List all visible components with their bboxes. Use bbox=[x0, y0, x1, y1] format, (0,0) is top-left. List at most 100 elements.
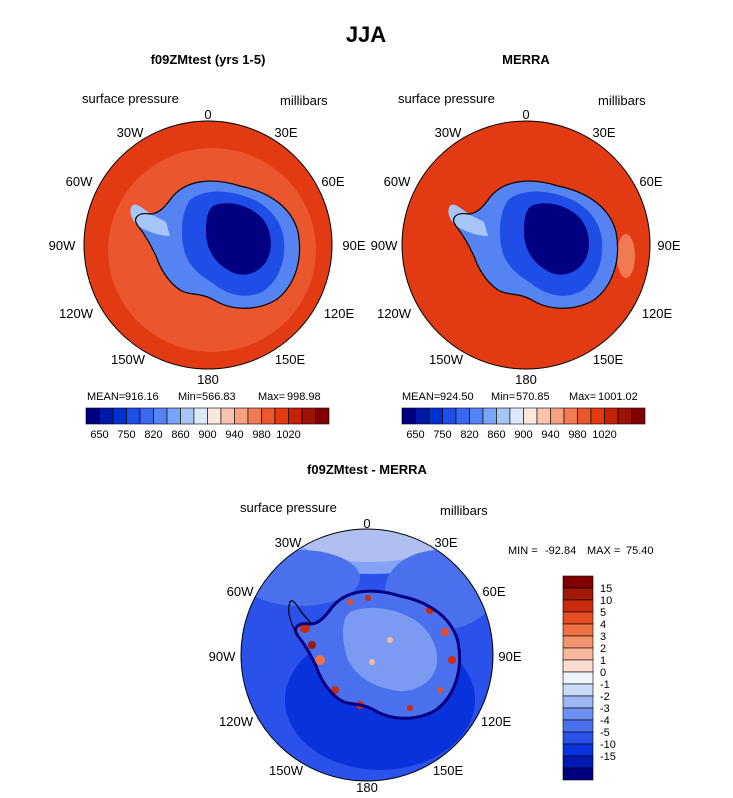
panel-diff: f09ZMtest - MERRA surface pressure milli… bbox=[209, 462, 654, 795]
min-label: Min= bbox=[178, 391, 202, 403]
antarctica-interior bbox=[343, 607, 438, 692]
colorbar-tick-label: 15 bbox=[600, 583, 612, 595]
lon-label-30e: 30E bbox=[592, 125, 615, 140]
lon-label-120e: 120E bbox=[642, 306, 673, 321]
peninsula bbox=[130, 204, 170, 236]
map-boundary bbox=[401, 120, 651, 370]
panel-title: f09ZMtest (yrs 1-5) bbox=[151, 52, 266, 67]
lon-label-30e: 30E bbox=[274, 125, 297, 140]
colorbar-tick-label: 1 bbox=[600, 655, 606, 667]
colorbar-tick-label: 1020 bbox=[592, 429, 616, 441]
lon-label-120w: 120W bbox=[219, 714, 254, 729]
antarctica-core bbox=[206, 203, 271, 275]
longitude-labels: 0 30E 60E 90E 120E 150E 180 150W 120W 90… bbox=[49, 107, 366, 387]
colorbar-tick-label: -5 bbox=[600, 727, 610, 739]
lon-label-0: 0 bbox=[363, 516, 370, 531]
map-boundary bbox=[83, 120, 333, 370]
colorbar-tick-label: -10 bbox=[600, 739, 616, 751]
colorbar-tick-label: 900 bbox=[514, 429, 532, 441]
min-value: 566.83 bbox=[202, 391, 236, 403]
lon-label-150e: 150E bbox=[433, 763, 464, 778]
colorbar-swatch bbox=[180, 407, 195, 425]
lon-label-30w: 30W bbox=[435, 125, 462, 140]
colorbar-swatch bbox=[220, 407, 235, 425]
max-value: 1001.02 bbox=[598, 391, 638, 403]
colorbar-swatch bbox=[207, 407, 222, 425]
variable-label: surface pressure bbox=[82, 91, 179, 106]
colorbar-swatch bbox=[562, 683, 594, 697]
colorbar-swatch bbox=[590, 407, 605, 425]
antarctica-core bbox=[524, 203, 589, 275]
lon-label-60w: 60W bbox=[227, 584, 254, 599]
colorbar-swatch bbox=[139, 407, 154, 425]
colorbar-swatch bbox=[166, 407, 181, 425]
lon-label-30w: 30W bbox=[117, 125, 144, 140]
lon-label-120w: 120W bbox=[377, 306, 412, 321]
peninsula bbox=[448, 204, 488, 236]
colorbar-swatch bbox=[562, 767, 594, 781]
colorbar-swatch bbox=[261, 407, 276, 425]
colorbar-swatch bbox=[563, 407, 578, 425]
units-label: millibars bbox=[280, 93, 328, 108]
variable-label: surface pressure bbox=[398, 91, 495, 106]
panel-title: MERRA bbox=[502, 52, 550, 67]
colorbar-swatch bbox=[562, 671, 594, 685]
colorbar-swatch bbox=[562, 647, 594, 661]
colorbar-tick-label: 860 bbox=[171, 429, 189, 441]
colorbar-tick-label: -3 bbox=[600, 703, 610, 715]
figure-title: JJA bbox=[346, 22, 386, 47]
colorbar-swatch bbox=[562, 719, 594, 733]
polar-map bbox=[402, 121, 650, 369]
colorbar-swatch bbox=[550, 407, 565, 425]
minmax-line: MIN = -92.84 MAX = 75.40 bbox=[508, 545, 654, 557]
min-label: Min= bbox=[491, 391, 515, 403]
colorbar-swatch bbox=[562, 587, 594, 601]
colorbar-tick-label: -2 bbox=[600, 691, 610, 703]
panel-title: f09ZMtest - MERRA bbox=[307, 462, 428, 477]
coastline bbox=[453, 180, 619, 309]
colorbar-swatch bbox=[301, 407, 316, 425]
colorbar-tick-label: 5 bbox=[600, 607, 606, 619]
colorbar-tick-label: -15 bbox=[600, 751, 616, 763]
lon-label-150w: 150W bbox=[111, 352, 146, 367]
max-value: 75.40 bbox=[626, 545, 654, 557]
colorbar-tick-label: 0 bbox=[600, 667, 606, 679]
colorbar-tick-label: 940 bbox=[541, 429, 559, 441]
longitude-labels: 0 30E 60E 90E 120E 150E 180 150W 120W 90… bbox=[209, 516, 522, 795]
colorbar-swatch bbox=[496, 407, 511, 425]
colorbar-swatch bbox=[247, 407, 262, 425]
colorbar-swatch bbox=[536, 407, 551, 425]
lon-label-180: 180 bbox=[515, 372, 537, 387]
panel-obs: MERRA surface pressure millibars 0 30E 6… bbox=[371, 52, 681, 441]
colorbar-swatch bbox=[631, 407, 646, 425]
lon-label-120e: 120E bbox=[481, 714, 512, 729]
colorbar-swatch bbox=[401, 407, 416, 425]
colorbar-tick-label: 750 bbox=[117, 429, 135, 441]
lon-label-90e: 90E bbox=[657, 238, 680, 253]
colorbar-swatch bbox=[577, 407, 592, 425]
lon-label-120w: 120W bbox=[59, 306, 94, 321]
lon-label-150w: 150W bbox=[269, 763, 304, 778]
lon-label-0: 0 bbox=[522, 107, 529, 122]
colorbar-swatch bbox=[523, 407, 538, 425]
colorbar-swatch bbox=[274, 407, 289, 425]
lon-label-60w: 60W bbox=[66, 174, 93, 189]
lon-label-180: 180 bbox=[197, 372, 219, 387]
mean-label: MEAN= bbox=[402, 391, 440, 403]
max-label: MAX = bbox=[587, 545, 620, 557]
panel-model: f09ZMtest (yrs 1-5) surface pressure mil… bbox=[49, 52, 366, 441]
polar-map bbox=[241, 529, 493, 781]
coastline bbox=[294, 589, 462, 720]
lon-label-180: 180 bbox=[356, 780, 378, 795]
stats-line: MEAN= 924.50 Min= 570.85 Max= 1001.02 bbox=[402, 391, 638, 403]
polar-map bbox=[84, 121, 332, 369]
lon-label-90w: 90W bbox=[371, 238, 398, 253]
min-value: -92.84 bbox=[545, 545, 576, 557]
lon-label-60e: 60E bbox=[482, 584, 505, 599]
colorbar-swatch bbox=[442, 407, 457, 425]
colorbar-swatch bbox=[428, 407, 443, 425]
colorbar-swatch bbox=[562, 755, 594, 769]
colorbar-swatch bbox=[482, 407, 497, 425]
mean-value: 924.50 bbox=[440, 391, 474, 403]
min-value: 570.85 bbox=[516, 391, 550, 403]
